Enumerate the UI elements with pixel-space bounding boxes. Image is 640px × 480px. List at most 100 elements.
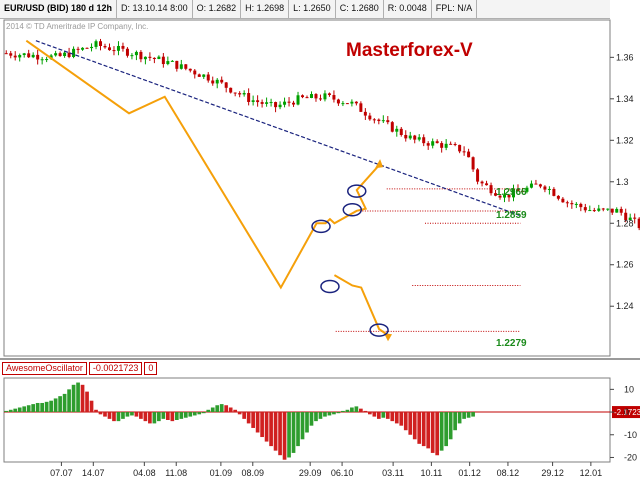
candle-body <box>18 55 22 58</box>
trendline <box>35 40 522 217</box>
candle-body <box>121 45 125 49</box>
candle-body <box>399 128 403 135</box>
price-tick-label: 1.26 <box>616 260 634 270</box>
grid <box>0 19 640 463</box>
candle-body <box>476 169 480 182</box>
candle-body <box>543 186 547 190</box>
candle-body <box>72 48 76 57</box>
candle-body <box>408 135 412 139</box>
candle-body <box>579 203 583 208</box>
candle-body <box>601 208 605 210</box>
candle-body <box>296 95 300 105</box>
candle-body <box>583 207 587 211</box>
candle-body <box>157 56 161 60</box>
target-circle <box>369 323 389 337</box>
x-tick-label: 11.08 <box>165 468 187 478</box>
x-tick-label: 29.12 <box>541 468 564 478</box>
candle-body <box>9 53 13 56</box>
candle-body <box>503 194 507 198</box>
candle-body <box>574 203 578 205</box>
candle-body <box>462 151 466 153</box>
candle-body <box>368 115 372 120</box>
candle-body <box>161 56 165 65</box>
candle-body <box>278 104 282 108</box>
candle-body <box>341 103 345 105</box>
wave-path-down <box>333 274 389 337</box>
candle-body <box>354 101 358 104</box>
candle-body <box>498 195 502 198</box>
candle-body <box>188 68 192 71</box>
candle-body <box>570 203 574 205</box>
candle-body <box>345 103 349 105</box>
wave-arrow-up <box>375 159 384 169</box>
awesome-oscillator: -2.1723 <box>4 382 640 460</box>
candle-body <box>63 52 67 57</box>
candle-body <box>130 55 134 57</box>
candle-body <box>274 102 278 108</box>
candle-body <box>220 79 224 83</box>
indicator-name[interactable]: AwesomeOscillator <box>2 362 87 375</box>
price-tick-label: 1.32 <box>616 135 634 145</box>
candle-body <box>31 54 35 58</box>
candle-body <box>485 183 489 186</box>
candle-body <box>215 79 219 84</box>
candle-body <box>99 41 103 46</box>
candle-body <box>139 51 143 60</box>
candle-body <box>561 198 565 203</box>
candle-body <box>323 93 327 100</box>
x-tick-label: 10.11 <box>420 468 442 478</box>
candle-body <box>615 208 619 213</box>
x-tick-label: 08.09 <box>242 468 265 478</box>
candle-body <box>314 94 318 99</box>
candle-body <box>197 74 201 77</box>
wave-arrow-down <box>384 333 393 342</box>
candle-body <box>444 143 448 148</box>
candle-body <box>242 93 246 95</box>
candle-body <box>547 188 551 190</box>
candle-body <box>193 70 197 75</box>
candle-body <box>637 218 640 229</box>
candle-body <box>22 53 26 56</box>
candles <box>4 38 640 231</box>
candle-body <box>125 48 129 56</box>
candle-body <box>45 59 49 61</box>
candle-body <box>184 64 188 69</box>
candle-body <box>395 128 399 132</box>
target-circle <box>320 279 340 294</box>
candle-body <box>143 56 147 60</box>
candle-body <box>166 61 170 65</box>
high-label: H: 1.2698 <box>241 0 290 18</box>
candle-body <box>175 60 179 69</box>
candle-body <box>211 80 215 84</box>
candle-body <box>494 193 498 196</box>
candle-body <box>610 208 614 213</box>
candle-body <box>94 41 98 47</box>
candle-body <box>116 45 120 51</box>
candle-body <box>265 102 269 104</box>
x-tick-label: 29.09 <box>299 468 322 478</box>
candle-body <box>525 187 529 192</box>
indicator-extra: 0 <box>144 362 158 375</box>
candle-body <box>363 111 367 116</box>
candle-body <box>516 189 520 192</box>
candle-body <box>372 119 376 121</box>
candle-body <box>247 93 251 102</box>
candle-body <box>471 157 475 170</box>
quote-header: EUR/USD (BID) 180 d 12h D: 13.10.14 8:00… <box>0 0 610 19</box>
candle-body <box>440 143 444 148</box>
x-tick-label: 12.01 <box>580 468 603 478</box>
candle-body <box>390 122 394 132</box>
candle-body <box>229 87 233 93</box>
candle-body <box>251 100 255 102</box>
candle-body <box>269 102 273 104</box>
candle-body <box>301 95 305 98</box>
candle-body <box>27 53 31 58</box>
x-tick-label: 01.09 <box>210 468 233 478</box>
x-tick-label: 14.07 <box>82 468 105 478</box>
candle-body <box>170 60 174 62</box>
target-circle <box>347 184 367 198</box>
candle-body <box>318 98 322 100</box>
candle-body <box>260 102 264 104</box>
candle-body <box>256 100 260 103</box>
candle-body <box>624 212 628 221</box>
